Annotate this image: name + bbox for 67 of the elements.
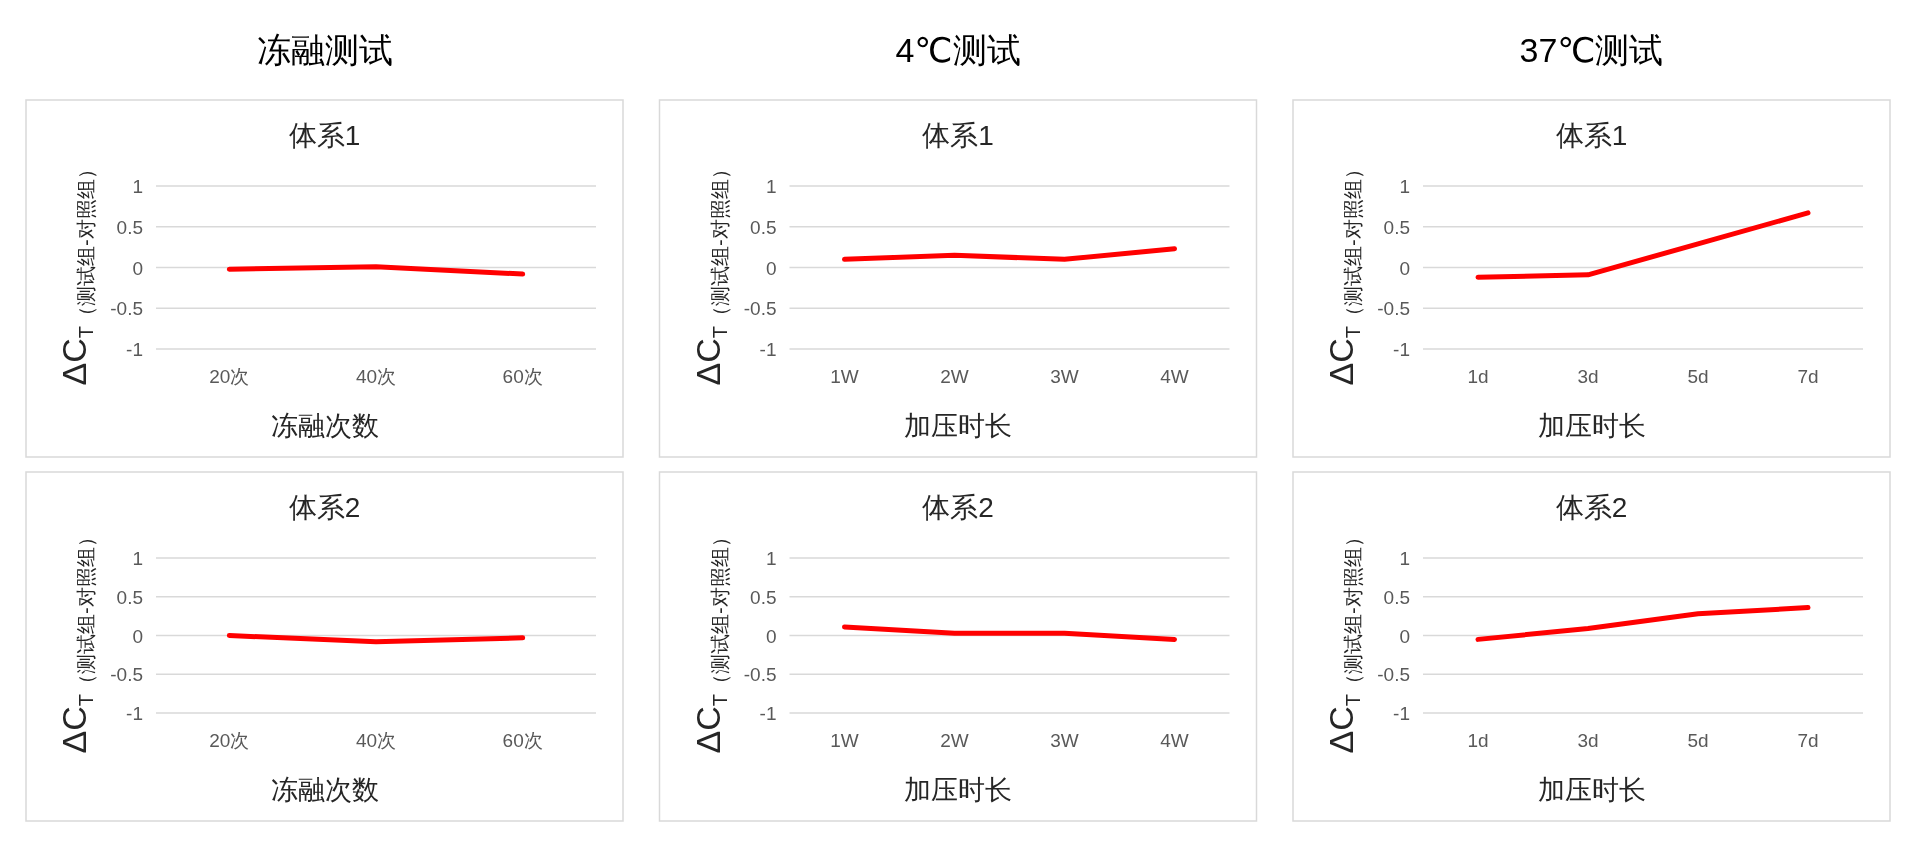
x-tick-label: 1d	[1467, 366, 1489, 387]
y-tick-label: 0	[1399, 257, 1410, 279]
chart-subtitle: 体系2	[922, 492, 994, 523]
x-tick-label: 3d	[1577, 366, 1599, 387]
x-tick-label: 2W	[940, 366, 969, 387]
y-tick-label: 1	[132, 548, 143, 569]
x-tick-label: 4W	[1160, 366, 1189, 387]
y-tick-label: 1	[132, 176, 143, 197]
y-tick-label: 1	[765, 176, 777, 197]
y-tick-label: -1	[759, 339, 777, 360]
x-tick-label: 1d	[1467, 730, 1489, 751]
y-tick-label: -0.5	[743, 298, 777, 320]
y-tick-label: -0.5	[1377, 298, 1410, 320]
x-axis-title: 加压时长	[1537, 411, 1646, 441]
x-tick-label: 3W	[1050, 730, 1079, 751]
chart-title: 冻融测试	[256, 31, 393, 69]
x-axis-title: 加压时长	[904, 411, 1012, 441]
x-tick-label: 60次	[502, 730, 543, 751]
y-tick-label: 0.5	[116, 586, 143, 608]
x-tick-label: 3d	[1577, 730, 1599, 751]
y-tick-label: -1	[1393, 703, 1410, 724]
y-tick-label: 0	[132, 257, 143, 279]
y-tick-label: -0.5	[1377, 664, 1410, 686]
x-tick-label: 40次	[355, 730, 397, 751]
y-tick-label: 0.5	[750, 586, 777, 608]
chart-subtitle: 体系1	[1555, 120, 1628, 151]
y-tick-label: 0.5	[750, 216, 777, 238]
y-tick-label: 0	[765, 257, 777, 279]
y-tick-label: 0.5	[1383, 586, 1410, 608]
x-tick-label: 40次	[355, 366, 397, 387]
x-tick-label: 4W	[1160, 730, 1189, 751]
y-tick-label: 0.5	[1383, 216, 1410, 238]
x-tick-label: 7d	[1797, 366, 1819, 387]
y-tick-label: 1	[1399, 176, 1410, 197]
x-axis-title: 冻融次数	[270, 775, 379, 805]
y-tick-label: 1	[765, 548, 777, 569]
x-axis-title: 冻融次数	[270, 411, 379, 441]
x-tick-label: 1W	[830, 730, 859, 751]
chart-subtitle: 体系1	[922, 120, 994, 151]
chart-title: 37℃测试	[1519, 31, 1664, 69]
x-tick-label: 7d	[1797, 730, 1819, 751]
y-tick-label: -1	[1393, 339, 1410, 360]
y-tick-label: -0.5	[110, 664, 143, 686]
x-tick-label: 1W	[830, 366, 859, 387]
chart-subtitle: 体系2	[288, 492, 361, 523]
chart-subtitle: 体系2	[1555, 492, 1628, 523]
y-tick-label: 0	[1399, 625, 1410, 647]
x-tick-label: 20次	[209, 366, 250, 387]
y-tick-label: 0	[132, 625, 143, 647]
y-tick-label: -1	[126, 339, 143, 360]
y-tick-label: 0	[765, 625, 777, 647]
x-tick-label: 60次	[502, 366, 543, 387]
chart-subtitle: 体系1	[288, 120, 361, 151]
x-tick-label: 3W	[1050, 366, 1079, 387]
x-axis-title: 加压时长	[1537, 775, 1646, 805]
y-tick-label: -0.5	[743, 664, 777, 686]
y-tick-label: 0.5	[116, 216, 143, 238]
x-tick-label: 20次	[209, 730, 250, 751]
chart-title: 4℃测试	[895, 31, 1021, 69]
x-tick-label: 5d	[1687, 366, 1709, 387]
y-tick-label: 1	[1399, 548, 1410, 569]
x-axis-title: 加压时长	[904, 775, 1012, 805]
x-tick-label: 2W	[940, 730, 969, 751]
x-tick-label: 5d	[1687, 730, 1709, 751]
y-tick-label: -0.5	[110, 298, 143, 320]
y-tick-label: -1	[759, 703, 777, 724]
y-tick-label: -1	[126, 703, 143, 724]
